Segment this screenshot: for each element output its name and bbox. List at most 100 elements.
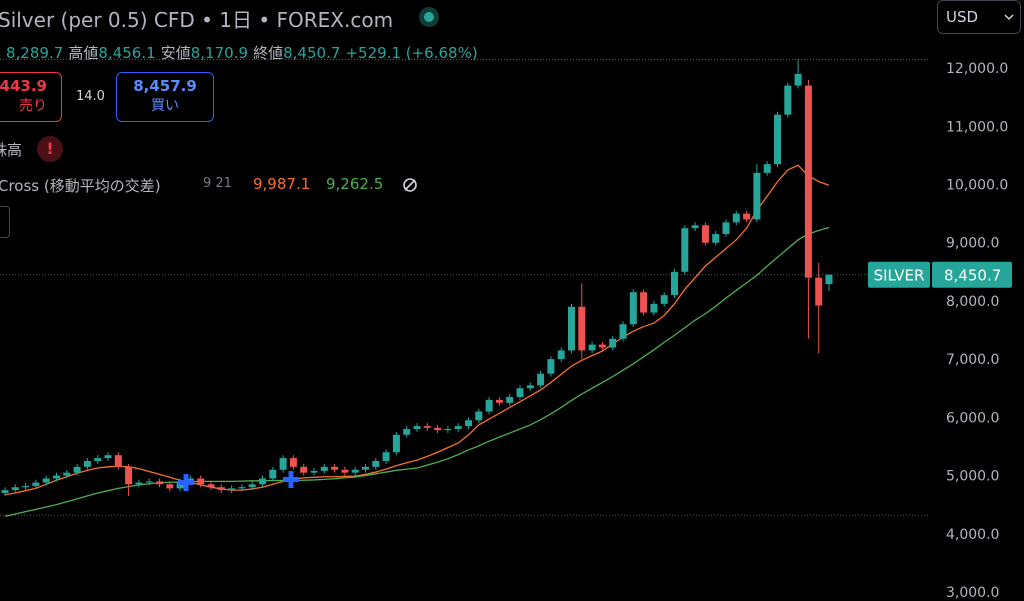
candle-body — [403, 428, 411, 435]
candle-body — [310, 470, 318, 473]
candle-body — [1, 490, 9, 494]
currency-select[interactable]: USD — [937, 0, 1021, 34]
candle-body — [197, 478, 205, 485]
market-status[interactable] — [419, 7, 439, 27]
candle-body — [598, 344, 606, 348]
candle-body — [743, 213, 751, 220]
candle-body — [568, 306, 575, 351]
candle-body — [53, 475, 60, 479]
price-axis: 12,000.0 11,000.0 10,000.0 9,000.0 8,000.0 7,… — [868, 61, 1012, 601]
candle-body — [166, 484, 174, 489]
y-tick-label: 7,000.0 — [946, 352, 999, 368]
candle-body — [341, 469, 349, 473]
change: +529.1 (+6.68%) — [345, 44, 478, 62]
candle-body — [660, 295, 668, 304]
symbol-tag: SILVER — [874, 267, 925, 285]
candle-body — [32, 482, 40, 487]
ohlc-row: 8,289.7 高値8,456.1 安値8,170.9 終値8,450.7 +5… — [6, 42, 478, 63]
candle-body — [63, 472, 71, 476]
y-tick-label: 12,000.0 — [946, 61, 1008, 77]
candle-body — [691, 225, 699, 229]
candle-body — [269, 469, 277, 479]
alert-icon[interactable]: ! — [37, 136, 63, 162]
candle-body — [681, 228, 689, 272]
candle-body — [351, 469, 359, 473]
spread: 14.0 — [76, 89, 105, 104]
sell-label: 売り — [19, 98, 47, 114]
moving-average-line — [4, 226, 830, 517]
candle-body — [784, 85, 792, 115]
candle-body — [207, 484, 215, 488]
y-tick-label: 11,000.0 — [946, 119, 1008, 135]
plot-area — [0, 58, 930, 517]
candle-body — [83, 461, 91, 467]
candle-body — [804, 85, 812, 278]
candle-body — [434, 427, 442, 431]
candle-body — [413, 426, 421, 429]
currency: USD — [946, 8, 979, 26]
candle-body — [506, 396, 514, 403]
candle-body — [495, 399, 503, 403]
y-tick-label: 10,000.0 — [946, 178, 1008, 194]
candle-body — [722, 222, 730, 234]
close-value: 8,450.7 — [283, 44, 341, 62]
candle-body — [712, 233, 720, 243]
candle-body — [300, 466, 308, 473]
candle-body — [516, 388, 524, 397]
candle-body — [114, 455, 122, 467]
last-price-label: 8,450.7 — [944, 267, 1001, 285]
candle-body — [732, 213, 740, 223]
open-value: 8,289.7 — [6, 44, 64, 62]
candle-body — [753, 172, 761, 220]
sell-price: 443.9 — [0, 77, 47, 95]
sell-button[interactable]: 443.9 売り — [0, 72, 62, 122]
candle-body — [238, 487, 246, 489]
candle-body — [423, 426, 431, 428]
candle-body — [22, 486, 30, 488]
candle-body — [609, 338, 617, 348]
candle-body — [135, 482, 143, 485]
close-label: 終値 — [253, 44, 284, 62]
candle-body — [794, 73, 802, 86]
high-value: 8,456.1 — [98, 44, 156, 62]
buy-label: 買い — [151, 98, 179, 114]
candle-body — [42, 478, 50, 483]
y-tick-label: 3,000.0 — [946, 585, 999, 601]
candle-body — [825, 274, 833, 285]
candle-body — [217, 487, 225, 491]
symbol-tag-box — [868, 261, 930, 288]
candle-body — [362, 466, 369, 470]
indicator-params: 9 21 — [203, 176, 232, 191]
candle-body — [619, 324, 627, 339]
candle-body — [382, 452, 390, 462]
candle-body — [125, 466, 133, 485]
candle-body — [701, 225, 709, 243]
candle-body — [650, 303, 658, 313]
last-price-box — [932, 261, 1012, 288]
low-label: 安値 — [160, 44, 191, 62]
candle-body — [73, 466, 81, 473]
candle-body — [259, 478, 266, 485]
cross-signal — [178, 471, 299, 491]
candle-body — [815, 277, 823, 306]
buy-button[interactable]: 8,457.9 買い — [116, 72, 214, 122]
y-tick-label: 8,000.0 — [946, 294, 999, 310]
candle-body — [475, 411, 483, 421]
collapse-button[interactable] — [0, 206, 10, 238]
slow-ma-value: 9,262.5 — [326, 175, 384, 193]
candle-body — [578, 306, 586, 351]
candle-body — [392, 434, 400, 453]
candle-body — [372, 461, 380, 467]
candle-body — [94, 458, 102, 462]
candle-body — [557, 350, 565, 360]
y-tick-label: 9,000.0 — [946, 236, 999, 252]
candle-body — [774, 114, 781, 165]
moving-average-line — [4, 164, 830, 496]
candle-body — [526, 385, 534, 389]
candle-body — [11, 487, 19, 491]
hide-icon[interactable] — [402, 177, 418, 193]
candle-body — [145, 481, 153, 483]
candle-body — [629, 292, 637, 325]
candle-body — [186, 478, 194, 482]
